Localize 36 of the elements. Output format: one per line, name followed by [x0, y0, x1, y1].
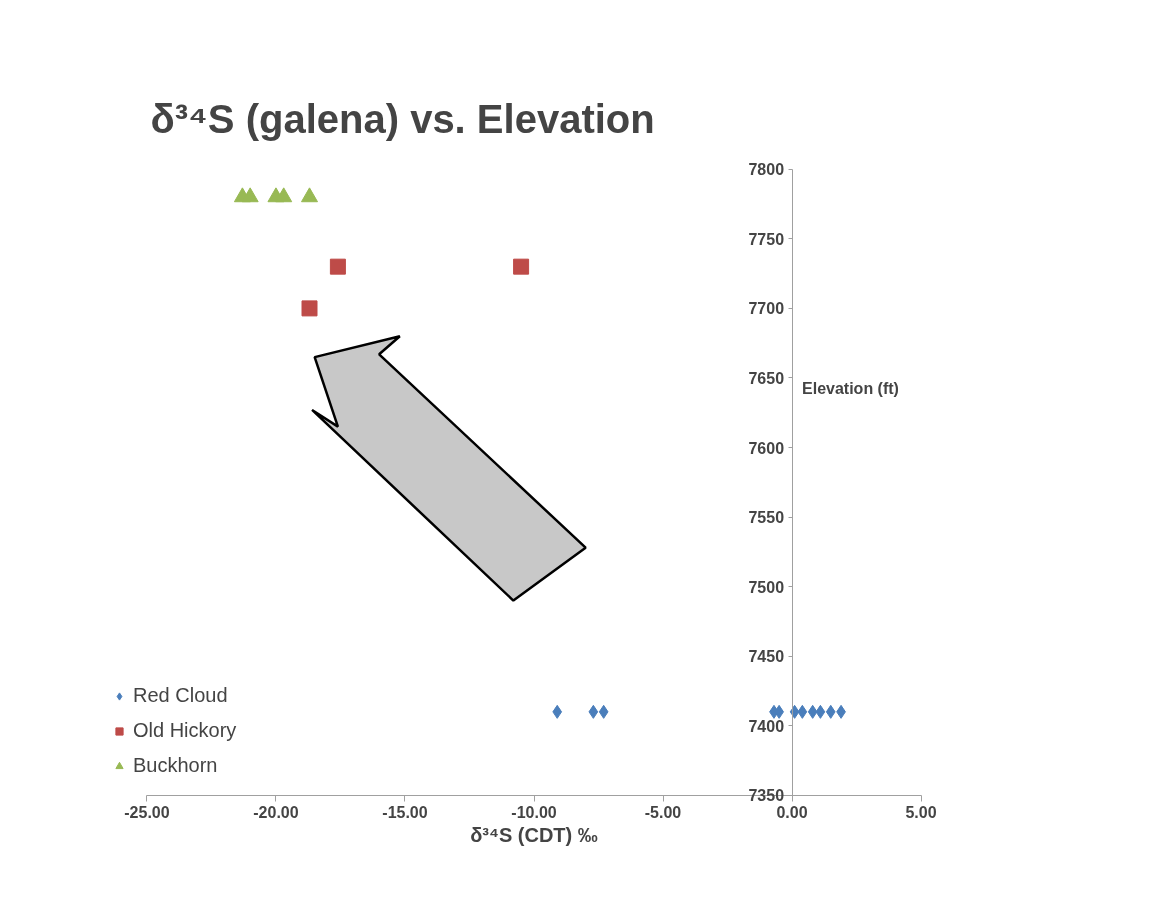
- y-axis-title: Elevation (ft): [802, 379, 899, 397]
- y-tick-label: 7350: [748, 787, 785, 805]
- y-tick-label: 7450: [748, 648, 785, 666]
- x-tick-label: -5.00: [644, 804, 682, 822]
- y-tick-label: 7750: [748, 230, 785, 248]
- y-tick-label: 7650: [748, 369, 785, 387]
- legend-label: Buckhorn: [133, 754, 218, 777]
- legend-label: Red Cloud: [133, 684, 228, 707]
- chart-title: δ³⁴S (galena) vs. Elevation: [150, 96, 655, 141]
- point: [825, 704, 836, 719]
- x-tick-label: 5.00: [905, 804, 937, 822]
- y-tick-label: 7550: [748, 509, 785, 527]
- point: [241, 187, 259, 203]
- x-axis-title: δ³⁴S (CDT) ‰: [470, 823, 598, 846]
- y-tick-label: 7700: [748, 300, 785, 318]
- y-tick-label: 7600: [748, 439, 785, 457]
- point: [513, 258, 530, 275]
- point: [797, 704, 808, 719]
- point: [815, 704, 826, 719]
- y-tick-label: 7400: [748, 717, 785, 735]
- x-tick-label: 0.00: [776, 804, 808, 822]
- point: [329, 258, 346, 275]
- x-tick-label: -10.00: [511, 804, 557, 822]
- point: [275, 187, 293, 203]
- point: [588, 704, 599, 719]
- point: [807, 704, 818, 719]
- legend-label: Old Hickory: [133, 719, 237, 742]
- point: [552, 704, 563, 719]
- y-tick-label: 7500: [748, 578, 785, 596]
- point: [598, 704, 609, 719]
- x-tick-label: -25.00: [124, 804, 170, 822]
- x-tick-label: -15.00: [382, 804, 428, 822]
- point: [301, 300, 318, 317]
- x-tick-label: -20.00: [253, 804, 299, 822]
- y-tick-label: 7800: [748, 161, 785, 179]
- point: [301, 187, 319, 203]
